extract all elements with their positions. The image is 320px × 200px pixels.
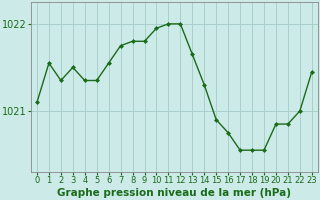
X-axis label: Graphe pression niveau de la mer (hPa): Graphe pression niveau de la mer (hPa) <box>57 188 292 198</box>
